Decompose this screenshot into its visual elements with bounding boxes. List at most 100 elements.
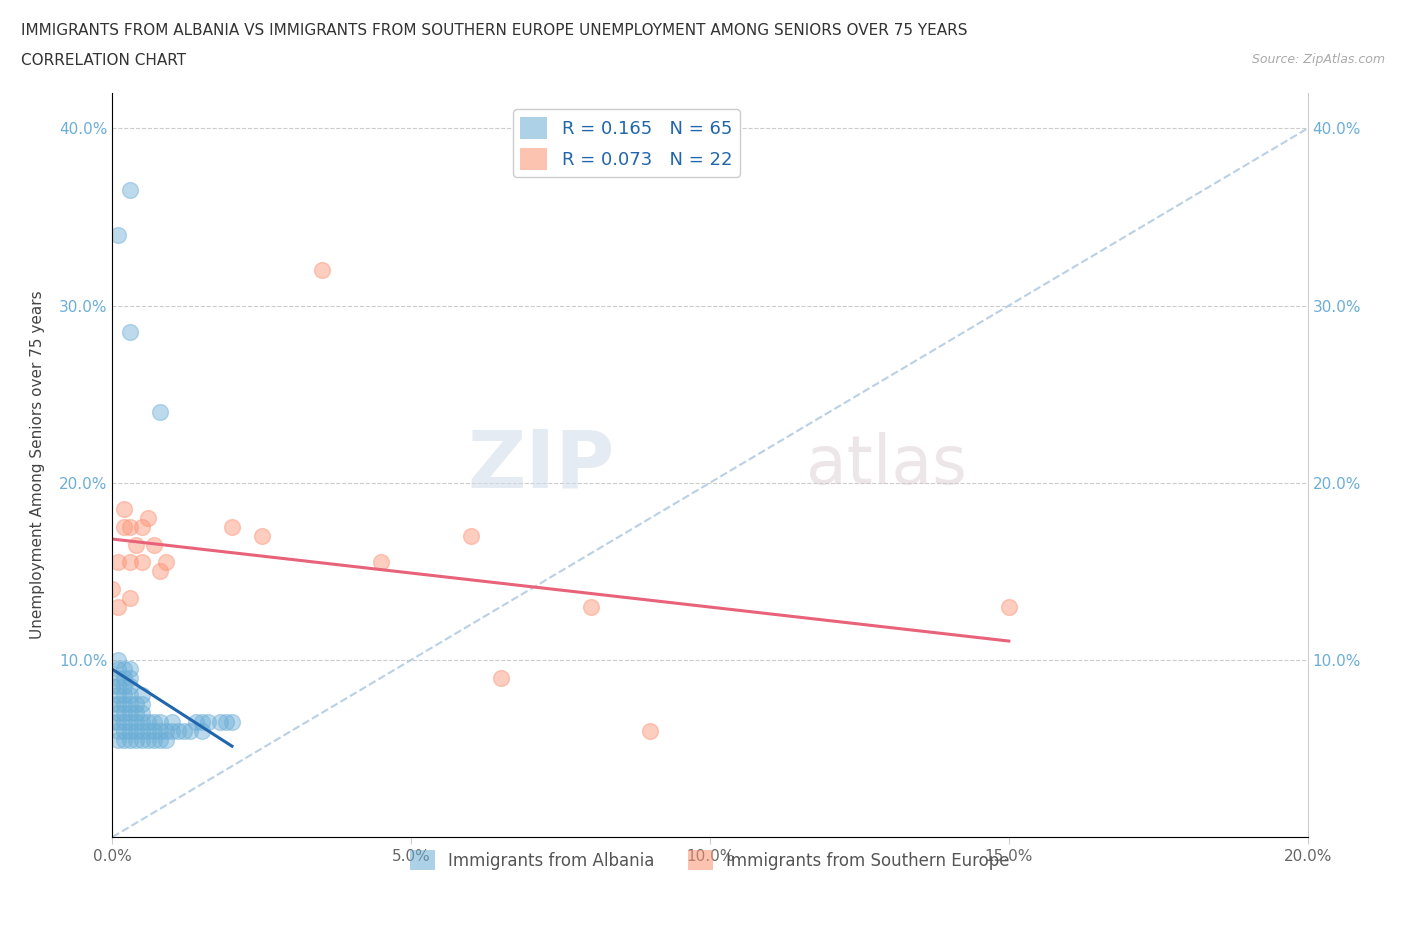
Point [107,679,129,694]
Point [101,714,124,729]
Point [162,714,183,729]
Point [120,661,142,676]
Legend: Immigrants from Albania, Immigrants from Southern Europe: Immigrants from Albania, Immigrants from… [404,844,1017,877]
Point [149,564,172,578]
Point [131,724,153,738]
Point [114,502,135,517]
Point [149,732,172,747]
Point [173,724,195,738]
Point [191,714,214,729]
Point [107,599,129,614]
Point [107,555,129,570]
Point [125,724,148,738]
Point [143,538,166,552]
Point [107,671,129,685]
Point [107,688,129,703]
Point [167,724,190,738]
Point [107,706,129,721]
Text: atlas: atlas [806,432,966,498]
Point [138,724,160,738]
Point [125,706,148,721]
Point [120,679,142,694]
Point [114,706,135,721]
Text: ZIP: ZIP [467,426,614,504]
Point [114,679,135,694]
Point [107,724,129,738]
Text: IMMIGRANTS FROM ALBANIA VS IMMIGRANTS FROM SOUTHERN EUROPE UNEMPLOYMENT AMONG SE: IMMIGRANTS FROM ALBANIA VS IMMIGRANTS FR… [21,23,967,38]
Point [579,599,602,614]
Point [138,511,160,525]
Point [107,653,129,668]
Point [107,697,129,711]
Point [209,714,232,729]
Point [143,724,166,738]
Point [125,732,148,747]
Point [155,555,177,570]
Point [114,661,135,676]
Point [120,697,142,711]
Point [162,724,183,738]
Point [221,520,243,535]
Point [155,724,177,738]
Point [998,599,1021,614]
Point [149,724,172,738]
Point [120,671,142,685]
Point [120,555,142,570]
Point [114,732,135,747]
Point [107,227,129,242]
Point [460,528,482,543]
Point [120,732,142,747]
Point [120,591,142,605]
Y-axis label: Unemployment Among Seniors over 75 years: Unemployment Among Seniors over 75 years [31,291,45,639]
Text: CORRELATION CHART: CORRELATION CHART [21,53,186,68]
Point [131,706,153,721]
Point [131,520,153,535]
Point [107,714,129,729]
Point [191,724,214,738]
Point [489,671,512,685]
Point [640,724,662,738]
Point [114,671,135,685]
Point [138,714,160,729]
Point [120,520,142,535]
Point [131,688,153,703]
Point [197,714,219,729]
Point [138,732,160,747]
Point [120,714,142,729]
Point [107,661,129,676]
Point [131,714,153,729]
Point [143,714,166,729]
Point [101,679,124,694]
Point [120,688,142,703]
Point [114,724,135,738]
Point [149,714,172,729]
Point [131,697,153,711]
Point [370,555,392,570]
Point [143,732,166,747]
Point [221,714,243,729]
Point [155,732,177,747]
Point [120,325,142,339]
Point [101,581,124,596]
Point [114,520,135,535]
Point [120,724,142,738]
Point [114,697,135,711]
Point [107,732,129,747]
Point [131,732,153,747]
Point [179,724,201,738]
Point [114,688,135,703]
Point [186,714,208,729]
Point [101,697,124,711]
Point [125,714,148,729]
Point [120,183,142,198]
Point [311,262,333,277]
Point [125,538,148,552]
Point [131,555,153,570]
Point [125,697,148,711]
Point [215,714,238,729]
Point [149,405,172,419]
Text: Source: ZipAtlas.com: Source: ZipAtlas.com [1251,53,1385,66]
Point [114,714,135,729]
Point [120,706,142,721]
Point [250,528,273,543]
